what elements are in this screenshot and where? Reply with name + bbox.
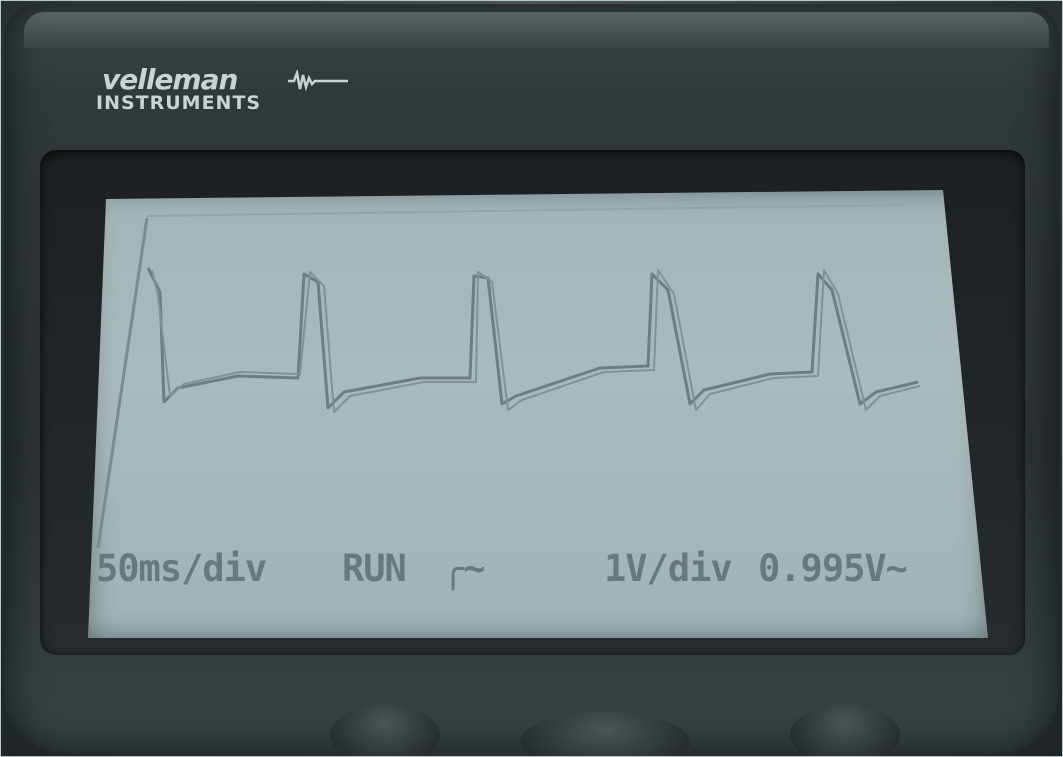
waveform-shadow-line (151, 269, 921, 413)
measurement-reading: 0.995V~ (758, 547, 908, 590)
status-line: 50ms/div RUN ╭~ 1V/div 0.995V~ (96, 547, 956, 591)
time-per-division: 50ms/div (96, 547, 267, 590)
run-state: RUN (342, 547, 407, 590)
brand-logo: velleman INSTRUMENTS (96, 66, 356, 116)
top-band (24, 12, 1049, 48)
waveform-line (146, 267, 919, 410)
left-edge-line (96, 217, 149, 549)
rising-edge-trigger-icon: ╭~ (442, 547, 486, 590)
button-dome[interactable] (790, 705, 900, 757)
button-dome[interactable] (330, 705, 440, 757)
lcd-screen (88, 190, 988, 638)
top-frame-line (146, 204, 906, 217)
button-dome[interactable] (520, 712, 690, 757)
volts-per-division: 1V/div (604, 547, 733, 590)
brand-name: velleman (102, 63, 238, 96)
brand-subtitle: INSTRUMENTS (96, 92, 262, 114)
waveform-logo-icon (288, 70, 348, 92)
